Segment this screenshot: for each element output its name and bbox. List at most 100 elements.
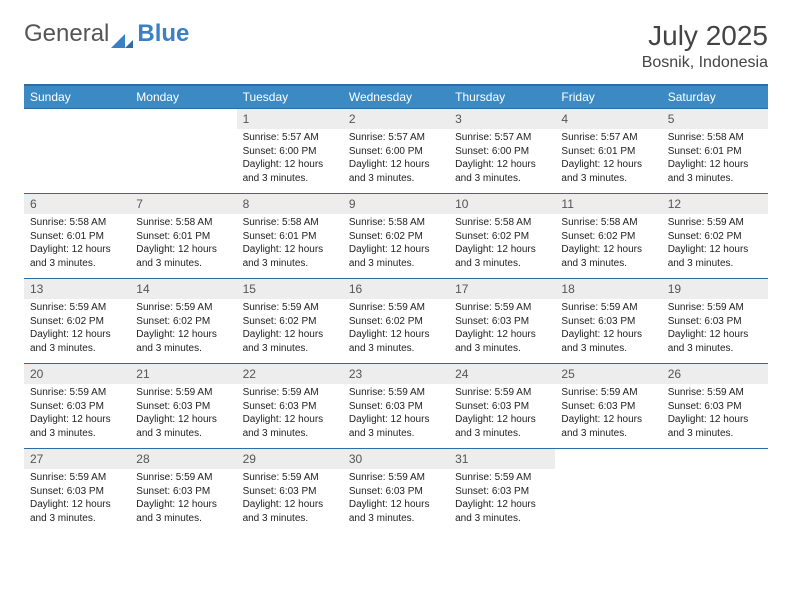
- day-info-cell: Sunrise: 5:59 AMSunset: 6:02 PMDaylight:…: [237, 299, 343, 364]
- info-day1: Daylight: 12 hours: [349, 158, 443, 172]
- info-day1: Daylight: 12 hours: [349, 328, 443, 342]
- info-sunset: Sunset: 6:01 PM: [561, 145, 655, 159]
- info-day2: and 3 minutes.: [455, 342, 549, 356]
- info-sunrise: Sunrise: 5:59 AM: [668, 216, 762, 230]
- info-day2: and 3 minutes.: [455, 427, 549, 441]
- day-info-cell: Sunrise: 5:58 AMSunset: 6:01 PMDaylight:…: [662, 129, 768, 194]
- info-day2: and 3 minutes.: [30, 427, 124, 441]
- day-info-cell: Sunrise: 5:59 AMSunset: 6:03 PMDaylight:…: [449, 299, 555, 364]
- info-day1: Daylight: 12 hours: [668, 328, 762, 342]
- brand-logo: General Blue: [24, 20, 189, 48]
- day-info-cell: Sunrise: 5:59 AMSunset: 6:02 PMDaylight:…: [662, 214, 768, 279]
- info-day2: and 3 minutes.: [30, 257, 124, 271]
- info-day2: and 3 minutes.: [455, 172, 549, 186]
- info-sunrise: Sunrise: 5:59 AM: [243, 386, 337, 400]
- day-number-cell: 7: [130, 194, 236, 215]
- info-day2: and 3 minutes.: [30, 512, 124, 526]
- info-day1: Daylight: 12 hours: [455, 328, 549, 342]
- info-day1: Daylight: 12 hours: [243, 328, 337, 342]
- info-sunrise: Sunrise: 5:59 AM: [136, 301, 230, 315]
- day-info-cell: Sunrise: 5:59 AMSunset: 6:03 PMDaylight:…: [130, 384, 236, 449]
- info-sunset: Sunset: 6:01 PM: [243, 230, 337, 244]
- info-sunset: Sunset: 6:00 PM: [243, 145, 337, 159]
- info-day2: and 3 minutes.: [136, 512, 230, 526]
- info-sunset: Sunset: 6:03 PM: [136, 485, 230, 499]
- week-info-row: Sunrise: 5:57 AMSunset: 6:00 PMDaylight:…: [24, 129, 768, 194]
- day-info-cell: Sunrise: 5:59 AMSunset: 6:03 PMDaylight:…: [449, 469, 555, 533]
- info-day2: and 3 minutes.: [243, 257, 337, 271]
- day-info-cell: Sunrise: 5:57 AMSunset: 6:01 PMDaylight:…: [555, 129, 661, 194]
- info-day1: Daylight: 12 hours: [136, 243, 230, 257]
- day-number-cell: 13: [24, 279, 130, 300]
- day-number-cell: 12: [662, 194, 768, 215]
- info-day1: Daylight: 12 hours: [561, 158, 655, 172]
- info-sunset: Sunset: 6:02 PM: [349, 230, 443, 244]
- info-sunrise: Sunrise: 5:59 AM: [136, 471, 230, 485]
- day-number-cell: 11: [555, 194, 661, 215]
- info-sunrise: Sunrise: 5:59 AM: [243, 471, 337, 485]
- day-number-cell: 8: [237, 194, 343, 215]
- info-day1: Daylight: 12 hours: [243, 498, 337, 512]
- info-day1: Daylight: 12 hours: [243, 243, 337, 257]
- info-sunrise: Sunrise: 5:58 AM: [668, 131, 762, 145]
- info-day1: Daylight: 12 hours: [455, 413, 549, 427]
- calendar-table: Sunday Monday Tuesday Wednesday Thursday…: [24, 86, 768, 533]
- info-sunrise: Sunrise: 5:59 AM: [455, 301, 549, 315]
- brand-logo-icon: [111, 27, 133, 41]
- info-sunset: Sunset: 6:03 PM: [349, 485, 443, 499]
- info-sunset: Sunset: 6:02 PM: [349, 315, 443, 329]
- info-sunset: Sunset: 6:03 PM: [455, 485, 549, 499]
- info-day2: and 3 minutes.: [243, 172, 337, 186]
- day-number-cell: 15: [237, 279, 343, 300]
- info-sunrise: Sunrise: 5:58 AM: [30, 216, 124, 230]
- week-daynum-row: 12345: [24, 109, 768, 130]
- week-info-row: Sunrise: 5:58 AMSunset: 6:01 PMDaylight:…: [24, 214, 768, 279]
- day-number-cell: 24: [449, 364, 555, 385]
- info-day1: Daylight: 12 hours: [243, 158, 337, 172]
- info-sunset: Sunset: 6:03 PM: [668, 400, 762, 414]
- brand-part1: General: [24, 20, 109, 48]
- info-sunset: Sunset: 6:03 PM: [30, 485, 124, 499]
- day-number-cell: 2: [343, 109, 449, 130]
- day-number-cell: 19: [662, 279, 768, 300]
- info-day2: and 3 minutes.: [136, 257, 230, 271]
- calendar-container: Sunday Monday Tuesday Wednesday Thursday…: [24, 84, 768, 533]
- info-sunrise: Sunrise: 5:59 AM: [668, 301, 762, 315]
- info-sunset: Sunset: 6:03 PM: [243, 485, 337, 499]
- day-number-cell: 20: [24, 364, 130, 385]
- day-info-cell: Sunrise: 5:57 AMSunset: 6:00 PMDaylight:…: [237, 129, 343, 194]
- info-day1: Daylight: 12 hours: [30, 413, 124, 427]
- info-day2: and 3 minutes.: [243, 342, 337, 356]
- info-day2: and 3 minutes.: [455, 257, 549, 271]
- info-sunrise: Sunrise: 5:57 AM: [561, 131, 655, 145]
- info-day2: and 3 minutes.: [136, 427, 230, 441]
- info-sunset: Sunset: 6:02 PM: [243, 315, 337, 329]
- day-number-cell: 18: [555, 279, 661, 300]
- info-sunset: Sunset: 6:03 PM: [561, 315, 655, 329]
- day-number-cell: [555, 449, 661, 470]
- week-daynum-row: 13141516171819: [24, 279, 768, 300]
- day-number-cell: 10: [449, 194, 555, 215]
- day-info-cell: Sunrise: 5:59 AMSunset: 6:03 PMDaylight:…: [130, 469, 236, 533]
- info-sunrise: Sunrise: 5:58 AM: [243, 216, 337, 230]
- info-sunset: Sunset: 6:02 PM: [455, 230, 549, 244]
- info-day2: and 3 minutes.: [349, 342, 443, 356]
- info-day1: Daylight: 12 hours: [455, 158, 549, 172]
- info-day1: Daylight: 12 hours: [349, 413, 443, 427]
- info-sunrise: Sunrise: 5:59 AM: [455, 386, 549, 400]
- day-info-cell: Sunrise: 5:59 AMSunset: 6:03 PMDaylight:…: [662, 299, 768, 364]
- info-sunset: Sunset: 6:03 PM: [561, 400, 655, 414]
- info-sunset: Sunset: 6:03 PM: [30, 400, 124, 414]
- info-day1: Daylight: 12 hours: [668, 158, 762, 172]
- day-number-cell: [130, 109, 236, 130]
- day-header: Thursday: [449, 86, 555, 109]
- day-info-cell: Sunrise: 5:59 AMSunset: 6:03 PMDaylight:…: [449, 384, 555, 449]
- info-sunset: Sunset: 6:01 PM: [136, 230, 230, 244]
- week-daynum-row: 6789101112: [24, 194, 768, 215]
- info-sunset: Sunset: 6:01 PM: [30, 230, 124, 244]
- day-header: Wednesday: [343, 86, 449, 109]
- day-info-cell: Sunrise: 5:59 AMSunset: 6:03 PMDaylight:…: [24, 384, 130, 449]
- info-sunset: Sunset: 6:03 PM: [668, 315, 762, 329]
- info-sunrise: Sunrise: 5:59 AM: [668, 386, 762, 400]
- day-number-cell: 23: [343, 364, 449, 385]
